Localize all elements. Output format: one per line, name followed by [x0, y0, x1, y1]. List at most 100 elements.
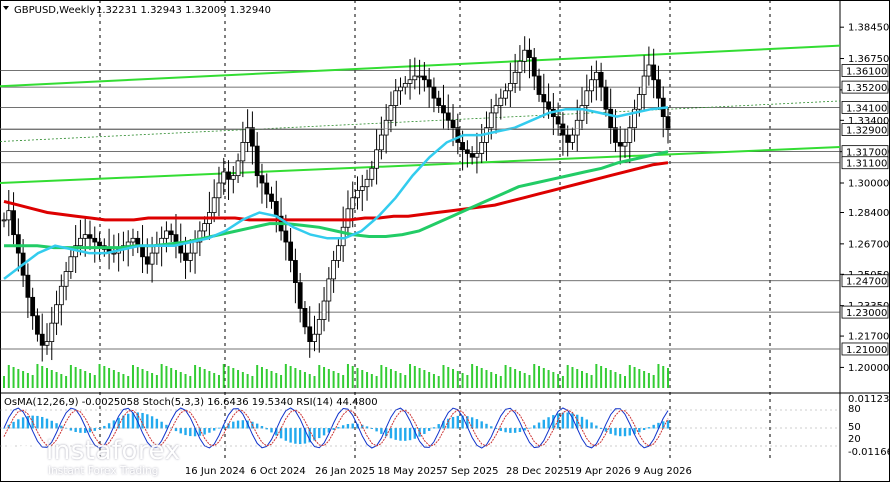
level-price-tag: 1.23000 — [841, 305, 889, 319]
dropdown-arrow-icon — [3, 6, 9, 10]
candle-body — [507, 83, 513, 92]
osma-bar — [427, 428, 431, 431]
osma-bar — [179, 428, 182, 434]
volume-bar — [174, 370, 177, 388]
candle-body — [297, 282, 303, 309]
osma-bar — [26, 416, 30, 429]
volume-bar — [423, 370, 426, 388]
candle-body — [378, 134, 384, 151]
volume-bar — [122, 374, 125, 388]
osma-bar — [208, 428, 211, 433]
volume-bar — [552, 372, 555, 388]
candle-body — [216, 182, 222, 199]
candle-body — [226, 171, 231, 180]
osma-bar — [60, 425, 63, 429]
osma-bar — [284, 428, 288, 441]
volume-bar — [581, 371, 584, 388]
volume-bar — [566, 365, 569, 388]
osma-bar — [332, 428, 335, 430]
candle-body — [574, 119, 580, 136]
osma-bar — [289, 428, 292, 443]
volume-bar — [246, 374, 249, 388]
candle-body — [58, 285, 64, 306]
candle-body — [273, 201, 279, 217]
osma-bar — [585, 419, 588, 429]
volume-bar — [31, 375, 34, 388]
osma-bar — [308, 428, 311, 443]
volume-bar — [74, 367, 77, 388]
candle-body — [283, 230, 289, 243]
candle-body — [202, 223, 208, 232]
price-axis-label: 1.36750 — [848, 54, 889, 65]
osma-bar — [466, 416, 469, 429]
osma-bar — [442, 421, 445, 429]
candle-body — [398, 86, 403, 92]
candle-body — [321, 300, 327, 320]
volume-bar — [389, 369, 392, 388]
volume-bar — [294, 368, 297, 388]
osma-bar — [275, 428, 278, 436]
osma-bar — [604, 428, 608, 432]
osma-bar — [523, 428, 526, 431]
volume-bar — [351, 366, 354, 388]
volume-bar — [638, 369, 641, 388]
osma-bar — [112, 420, 116, 429]
candle-body — [44, 341, 50, 346]
volume-bar — [260, 367, 263, 388]
candle-body — [130, 237, 136, 243]
volume-bar — [633, 367, 636, 388]
volume-bar — [547, 370, 550, 388]
osma-bar — [160, 421, 163, 429]
level-price-tag: 1.34100 — [841, 100, 889, 114]
time-axis-label: 7 Sep 2025 — [441, 466, 498, 477]
candle-body — [78, 237, 83, 247]
candle-body — [307, 326, 313, 343]
osma-bar — [566, 412, 569, 429]
osma-bar — [642, 428, 646, 431]
volume-bar — [385, 367, 388, 388]
volume-bar — [65, 376, 68, 388]
osma-bar — [198, 428, 202, 436]
volume-bar — [561, 376, 564, 388]
price-axis-label: 1.38450 — [848, 23, 889, 34]
osma-bar — [595, 425, 598, 429]
candle-body — [54, 304, 59, 324]
osma-bar — [623, 428, 627, 437]
osma-bar — [614, 428, 617, 436]
candle-body — [646, 64, 652, 77]
candle-body — [441, 105, 446, 114]
candle-body — [35, 315, 40, 335]
logo-brand-name: instaforex — [46, 436, 181, 466]
candle-body — [665, 116, 671, 130]
osma-bar — [528, 427, 531, 429]
osma-bar — [542, 419, 545, 429]
osma-bar — [365, 426, 369, 429]
candle-body — [30, 296, 36, 317]
time-axis-label: 6 Oct 2024 — [250, 466, 305, 477]
osma-bar — [12, 421, 15, 429]
level-tag-label: 1.35200 — [846, 83, 887, 94]
level-tag-label: 1.34100 — [846, 103, 887, 114]
osma-bar — [590, 422, 593, 429]
osma-bar — [88, 428, 92, 433]
volume-bar — [538, 366, 541, 388]
volume-bar — [241, 372, 244, 388]
osma-bar — [662, 421, 665, 429]
volume-bar — [313, 376, 316, 388]
volume-bar — [22, 371, 25, 388]
osma-bar — [2, 428, 6, 429]
level-price-tag: 1.21000 — [841, 342, 889, 356]
candle-body — [235, 160, 241, 177]
level-tag-box — [841, 123, 889, 136]
volume-bar — [394, 371, 397, 388]
candle-body — [412, 75, 418, 81]
candle-body — [1, 219, 7, 222]
volume-bar — [189, 376, 192, 388]
subwindow-axis-label: 0.0112349 — [848, 394, 890, 405]
osma-bar — [107, 423, 111, 429]
candle-body — [111, 252, 117, 255]
volume-bar — [418, 368, 421, 388]
time-axis-label: 18 May 2025 — [377, 466, 442, 477]
volume-bar — [141, 369, 144, 388]
